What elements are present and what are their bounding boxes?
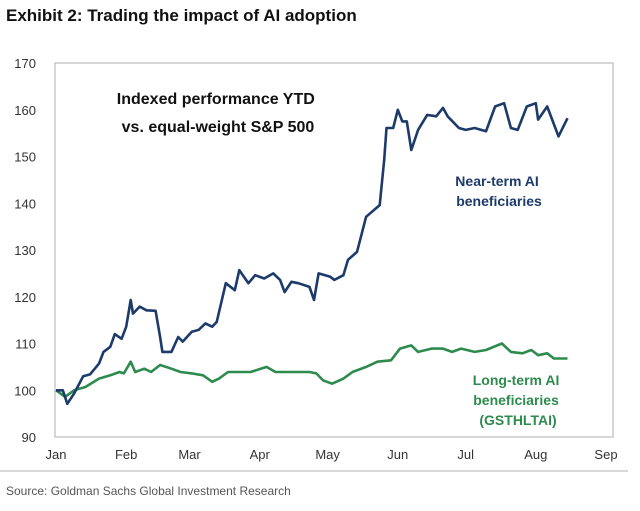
y-tick-label: 90 <box>22 430 36 445</box>
plot-frame <box>54 62 614 438</box>
subtitle-line-2: vs. equal-weight S&P 500 <box>122 119 315 136</box>
chart-subtitle: Indexed performance YTD vs. equal-weight… <box>117 91 319 136</box>
x-tick-label: Aug <box>524 447 547 462</box>
long-term-label: Long-term AI beneficiaries (GSTHLTAI) <box>473 372 563 428</box>
x-tick-label: Jul <box>457 447 474 462</box>
y-tick-label: 110 <box>15 337 36 352</box>
y-tick-label: 100 <box>14 383 36 398</box>
x-tick-label: Sep <box>594 447 617 462</box>
x-tick-label: Apr <box>250 447 271 462</box>
y-tick-label: 130 <box>14 243 36 258</box>
x-tick-label: Mar <box>178 447 201 462</box>
x-tick-label: Jun <box>387 447 408 462</box>
long-term-series-line <box>55 342 568 399</box>
x-tick-label: May <box>315 447 340 462</box>
divider <box>0 470 628 472</box>
y-tick-label: 170 <box>14 56 36 71</box>
near-term-label-line-2: beneficiaries <box>456 193 542 209</box>
y-axis: 90 100 110 120 130 140 150 160 170 <box>14 56 36 445</box>
near-term-series-line <box>56 101 569 406</box>
exhibit-title: Exhibit 2: Trading the impact of AI adop… <box>6 6 357 25</box>
source-note: Source: Goldman Sachs Global Investment … <box>6 484 291 498</box>
y-tick-label: 120 <box>14 290 36 305</box>
x-axis: Jan Feb Mar Apr May Jun Jul Aug Sep <box>46 447 618 462</box>
y-tick-label: 150 <box>14 150 36 165</box>
long-term-label-line-1: Long-term AI <box>473 372 560 388</box>
long-term-label-line-2: beneficiaries <box>473 392 559 408</box>
y-tick-label: 140 <box>14 196 36 211</box>
long-term-label-line-3: (GSTHLTAI) <box>479 412 556 428</box>
series-lines <box>55 101 569 406</box>
subtitle-line-1: Indexed performance YTD <box>117 91 315 108</box>
y-tick-label: 160 <box>14 103 36 118</box>
x-tick-label: Jan <box>46 447 67 462</box>
near-term-label-line-1: Near-term AI <box>455 173 539 189</box>
near-term-label: Near-term AI beneficiaries <box>455 173 542 209</box>
x-tick-label: Feb <box>115 447 137 462</box>
